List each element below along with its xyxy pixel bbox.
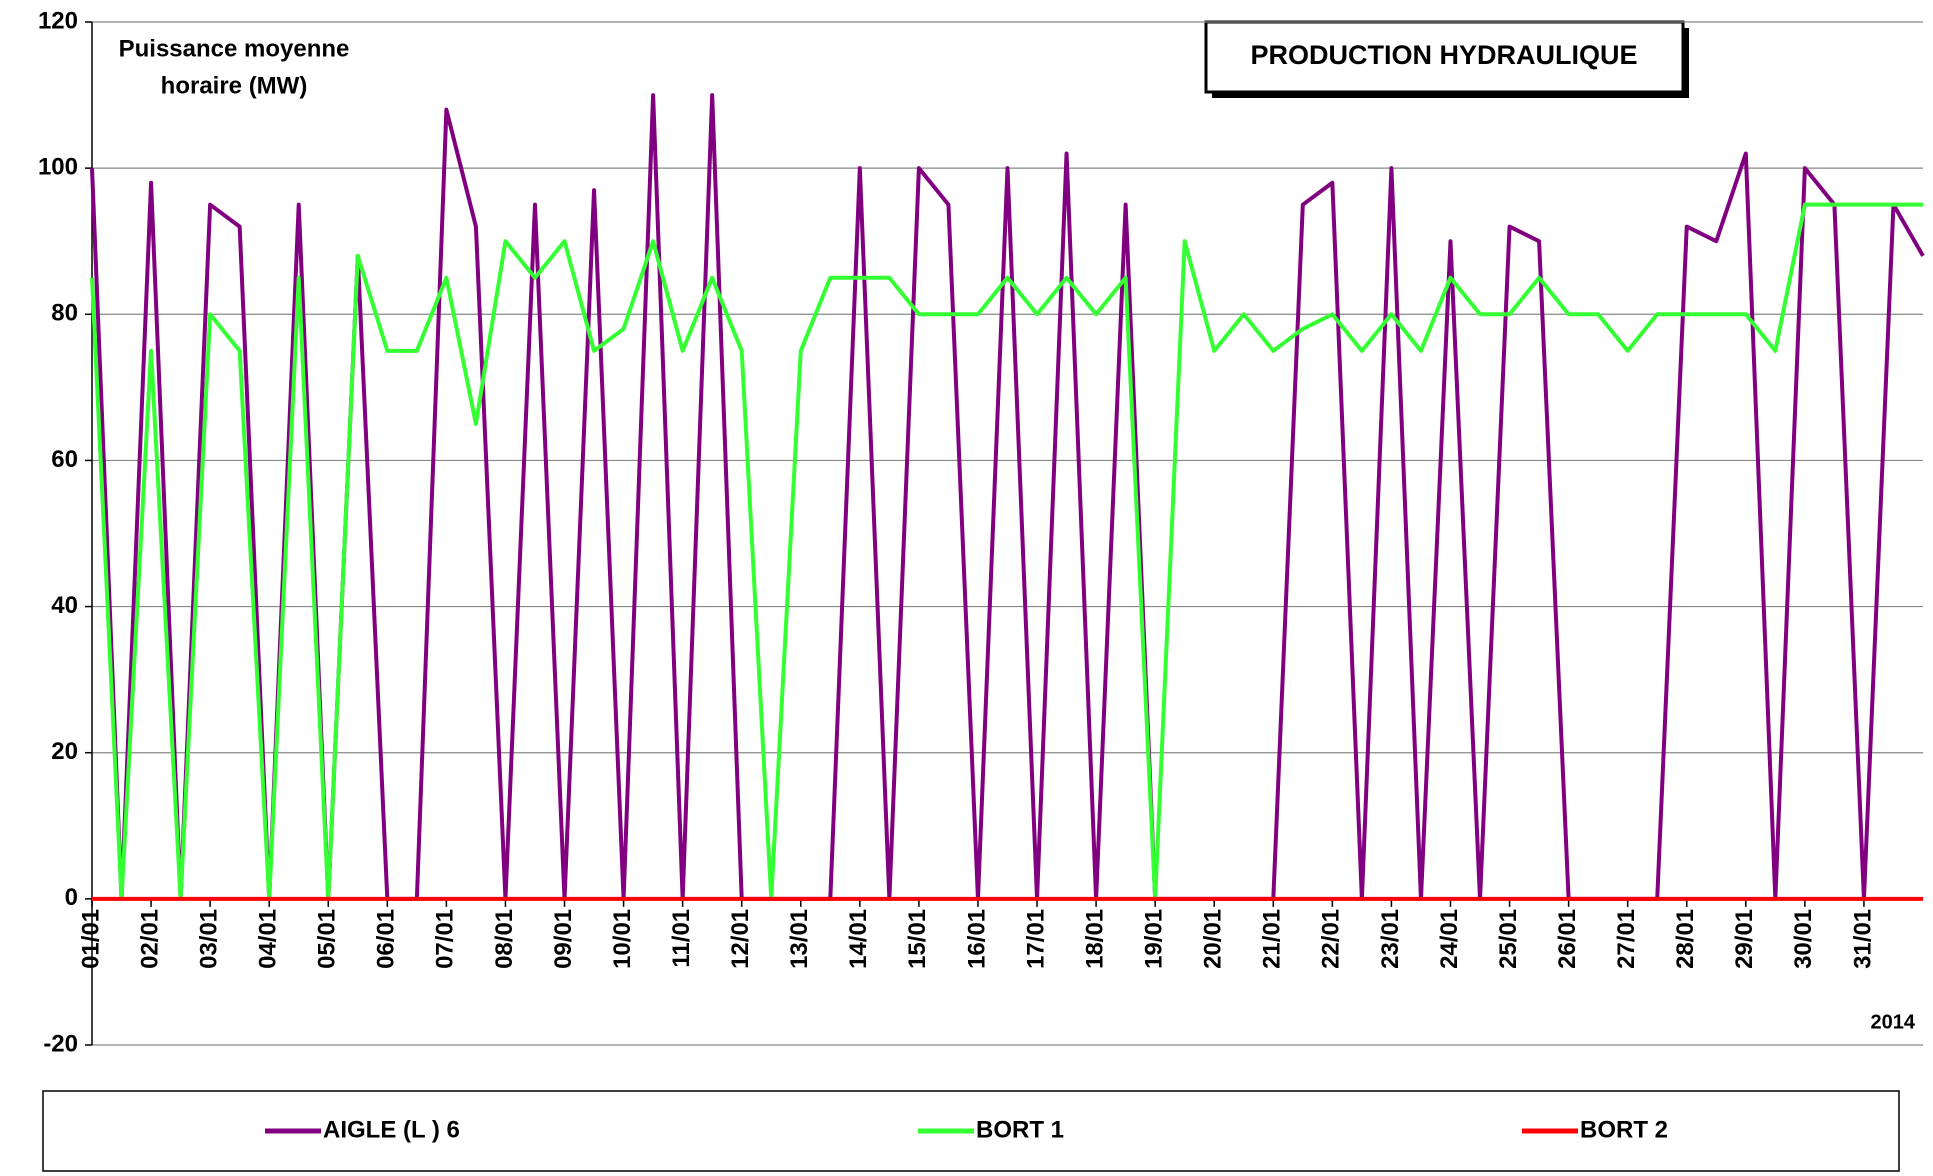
x-tick-label: 24/01 [1436, 909, 1463, 969]
x-tick-label: 02/01 [136, 909, 163, 969]
y-tick-label: 0 [65, 884, 78, 911]
legend-label: BORT 2 [1580, 1116, 1668, 1143]
x-tick-label: 23/01 [1377, 909, 1404, 969]
x-tick-label: 15/01 [904, 909, 931, 969]
y-tick-label: 100 [38, 153, 78, 180]
x-tick-label: 25/01 [1495, 909, 1522, 969]
y-axis-label: horaire (MW) [161, 72, 308, 99]
y-tick-label: 40 [51, 592, 78, 619]
x-tick-label: 10/01 [609, 909, 636, 969]
x-tick-label: 07/01 [432, 909, 459, 969]
y-tick-label: 120 [38, 7, 78, 34]
legend-label: AIGLE (L ) 6 [323, 1116, 460, 1143]
series-line [90, 93, 1925, 901]
x-tick-label: 22/01 [1318, 909, 1345, 969]
y-tick-label: 80 [51, 300, 78, 327]
x-tick-label: 16/01 [963, 909, 990, 969]
x-tick-label: 30/01 [1790, 909, 1817, 969]
x-tick-label: 17/01 [1022, 909, 1049, 969]
x-tick-label: 19/01 [1141, 909, 1168, 969]
x-tick-label: 09/01 [550, 909, 577, 969]
legend-label: BORT 1 [976, 1116, 1064, 1143]
x-tick-label: 01/01 [77, 909, 104, 969]
x-tick-label: 28/01 [1672, 909, 1699, 969]
y-tick-label: 20 [51, 738, 78, 765]
x-tick-label: 03/01 [195, 909, 222, 969]
x-tick-label: 11/01 [668, 909, 695, 968]
x-tick-label: 12/01 [727, 909, 754, 969]
x-tick-label: 04/01 [255, 909, 282, 969]
chart-title: PRODUCTION HYDRAULIQUE [1250, 40, 1637, 70]
series-line [90, 202, 1923, 901]
y-tick-label: 60 [51, 446, 78, 473]
year-label: 2014 [1871, 1011, 1916, 1033]
x-tick-label: 31/01 [1849, 909, 1876, 969]
x-tick-label: 27/01 [1613, 909, 1640, 969]
x-tick-label: 20/01 [1200, 909, 1227, 969]
x-tick-label: 14/01 [845, 909, 872, 969]
y-tick-label: -20 [43, 1030, 78, 1057]
title-box [1204, 20, 1685, 94]
x-tick-label: 06/01 [373, 909, 400, 969]
x-tick-label: 29/01 [1731, 909, 1758, 969]
x-tick-label: 18/01 [1081, 909, 1108, 969]
x-tick-label: 13/01 [786, 909, 813, 969]
x-tick-label: 21/01 [1259, 909, 1286, 969]
x-tick-label: 08/01 [491, 909, 518, 969]
x-tick-label: 26/01 [1554, 909, 1581, 969]
x-tick-label: 05/01 [314, 909, 341, 969]
y-axis-label: Puissance moyenne [119, 35, 350, 62]
